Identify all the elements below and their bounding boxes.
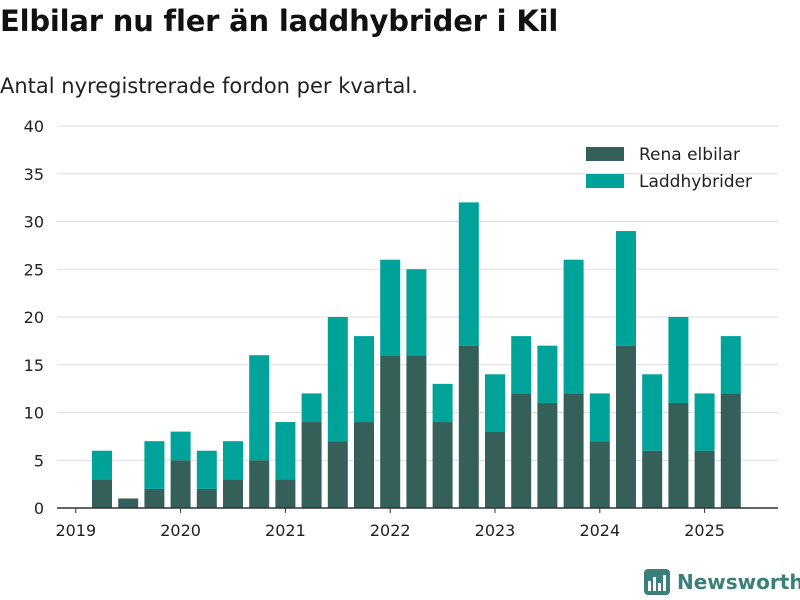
brand-name: Newsworthy bbox=[677, 570, 800, 594]
bar-rena-elbilar bbox=[406, 355, 427, 508]
bar-rena-elbilar bbox=[458, 345, 479, 508]
bar-laddhybrider bbox=[275, 422, 296, 480]
bar-rena-elbilar bbox=[275, 479, 296, 508]
x-tick-label: 2019 bbox=[55, 521, 96, 540]
bar-rena-elbilar bbox=[720, 393, 741, 508]
bar-rena-elbilar bbox=[432, 422, 453, 508]
newsworthy-logo: Newsworthy bbox=[644, 569, 800, 595]
x-tick-label: 2022 bbox=[370, 521, 411, 540]
bar-laddhybrider bbox=[563, 259, 584, 394]
bar-laddhybrider bbox=[589, 393, 610, 442]
bar-laddhybrider bbox=[249, 355, 270, 461]
bars bbox=[92, 202, 741, 508]
y-tick-label: 25 bbox=[24, 260, 44, 279]
bar-rena-elbilar bbox=[196, 488, 217, 508]
x-tick-label: 2023 bbox=[475, 521, 516, 540]
y-axis-ticks: 0 5 10 15 20 25 30 35 40 bbox=[24, 117, 44, 518]
chart-subtitle: Antal nyregistrerade fordon per kvartal. bbox=[0, 74, 418, 98]
y-tick-label: 30 bbox=[24, 213, 44, 232]
bar-rena-elbilar bbox=[668, 402, 689, 508]
bar-laddhybrider bbox=[642, 374, 663, 451]
bar-rena-elbilar bbox=[380, 355, 401, 508]
bar-laddhybrider bbox=[694, 393, 715, 451]
bar-laddhybrider bbox=[144, 441, 165, 489]
bar-rena-elbilar bbox=[616, 345, 636, 508]
y-tick-label: 20 bbox=[24, 308, 44, 327]
y-tick-label: 5 bbox=[34, 451, 44, 470]
bar-laddhybrider bbox=[458, 202, 479, 346]
bar-laddhybrider bbox=[511, 336, 532, 394]
bar-laddhybrider bbox=[485, 374, 505, 432]
bar-laddhybrider bbox=[223, 441, 243, 480]
x-tick-label: 2025 bbox=[684, 521, 725, 540]
bar-rena-elbilar bbox=[327, 441, 348, 508]
bar-rena-elbilar bbox=[170, 460, 191, 508]
bar-rena-elbilar bbox=[92, 479, 112, 508]
y-tick-label: 15 bbox=[24, 356, 44, 375]
legend-swatch bbox=[586, 174, 624, 188]
bar-laddhybrider bbox=[92, 450, 112, 480]
bar-laddhybrider bbox=[301, 393, 322, 423]
x-tick-label: 2020 bbox=[160, 521, 201, 540]
legend: Rena elbilar Laddhybrider bbox=[586, 145, 752, 192]
bar-laddhybrider bbox=[537, 345, 558, 403]
legend-label: Rena elbilar bbox=[639, 145, 740, 165]
bar-laddhybrider bbox=[406, 269, 427, 356]
bar-rena-elbilar bbox=[144, 488, 165, 508]
bar-laddhybrider bbox=[170, 431, 191, 461]
x-axis: 2019 2020 2021 2022 2023 2024 2025 bbox=[55, 507, 778, 540]
bar-rena-elbilar bbox=[537, 402, 558, 508]
bar-rena-elbilar bbox=[223, 479, 243, 508]
y-tick-label: 10 bbox=[24, 404, 44, 423]
bar-rena-elbilar bbox=[118, 498, 139, 508]
bar-laddhybrider bbox=[327, 317, 348, 442]
newsworthy-logo-icon bbox=[644, 569, 670, 595]
bar-laddhybrider bbox=[380, 259, 401, 356]
legend-label: Laddhybrider bbox=[639, 172, 752, 192]
bar-rena-elbilar bbox=[354, 422, 374, 508]
bar-rena-elbilar bbox=[511, 393, 532, 508]
x-tick-label: 2021 bbox=[265, 521, 306, 540]
legend-swatch bbox=[586, 147, 624, 161]
bar-rena-elbilar bbox=[563, 393, 584, 508]
bar-rena-elbilar bbox=[589, 441, 610, 508]
y-tick-label: 0 bbox=[34, 499, 44, 518]
bar-laddhybrider bbox=[720, 336, 741, 394]
bar-rena-elbilar bbox=[485, 431, 505, 508]
bar-laddhybrider bbox=[616, 231, 636, 346]
bar-rena-elbilar bbox=[301, 422, 322, 508]
bar-laddhybrider bbox=[354, 336, 374, 423]
chart-title: Elbilar nu fler än laddhybrider i Kil bbox=[0, 4, 559, 38]
bar-rena-elbilar bbox=[694, 450, 715, 508]
y-tick-label: 40 bbox=[24, 117, 44, 136]
bar-laddhybrider bbox=[196, 450, 217, 489]
bar-laddhybrider bbox=[668, 317, 689, 403]
y-tick-label: 35 bbox=[24, 165, 44, 184]
bar-rena-elbilar bbox=[249, 460, 270, 508]
bar-laddhybrider bbox=[432, 383, 453, 423]
x-tick-label: 2024 bbox=[579, 521, 620, 540]
bar-rena-elbilar bbox=[642, 450, 663, 508]
